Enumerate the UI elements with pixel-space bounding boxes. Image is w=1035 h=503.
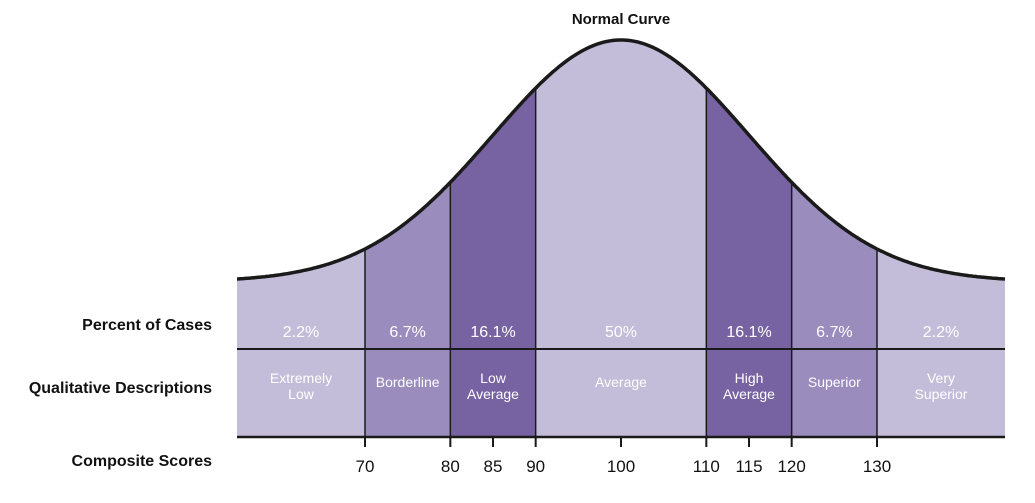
region-5 xyxy=(791,182,877,437)
region-0 xyxy=(237,249,365,437)
tick-label-100: 100 xyxy=(607,457,635,476)
description-label-6-1: Superior xyxy=(915,386,968,402)
tick-label-130: 130 xyxy=(863,457,891,476)
description-label-6-0: Very xyxy=(927,370,955,386)
region-6 xyxy=(877,249,1005,437)
description-label-0-1: Low xyxy=(288,386,315,402)
description-label-0-0: Extremely xyxy=(270,370,332,386)
description-label-2-0: Low xyxy=(480,370,507,386)
percent-of-cases-label: Percent of Cases xyxy=(82,317,212,334)
percent-label-3: 50% xyxy=(605,324,637,341)
percent-label-6: 2.2% xyxy=(923,324,959,341)
composite-score-axis: 70 80 85 90 100 110 115 120 130 xyxy=(356,437,891,476)
description-label-2-1: Average xyxy=(467,386,519,402)
tick-label-90: 90 xyxy=(526,457,545,476)
tick-label-80: 80 xyxy=(441,457,460,476)
tick-label-110: 110 xyxy=(693,457,720,476)
description-label-3-0: Average xyxy=(595,374,647,390)
percent-label-0: 2.2% xyxy=(283,324,319,341)
percent-label-5: 6.7% xyxy=(816,324,852,341)
description-label-1-0: Borderline xyxy=(376,374,440,390)
region-1 xyxy=(365,182,451,437)
percent-labels: 2.2% 6.7% 16.1% 50% 16.1% 6.7% 2.2% xyxy=(283,324,959,341)
percent-label-1: 6.7% xyxy=(389,324,425,341)
tick-label-85: 85 xyxy=(484,457,503,476)
tick-label-115: 115 xyxy=(735,457,762,476)
normal-curve-line xyxy=(236,38,1006,281)
tick-label-70: 70 xyxy=(356,457,375,476)
description-label-4-1: Average xyxy=(723,386,775,402)
region-3 xyxy=(535,40,707,437)
percent-label-2: 16.1% xyxy=(470,324,515,341)
percent-label-4: 16.1% xyxy=(726,324,771,341)
description-label-5-0: Superior xyxy=(808,374,861,390)
composite-scores-label: Composite Scores xyxy=(72,453,213,470)
tick-label-120: 120 xyxy=(777,457,805,476)
qualitative-descriptions-label: Qualitative Descriptions xyxy=(29,380,212,397)
description-label-4-0: High xyxy=(735,370,764,386)
chart-title: Normal Curve xyxy=(572,11,670,28)
